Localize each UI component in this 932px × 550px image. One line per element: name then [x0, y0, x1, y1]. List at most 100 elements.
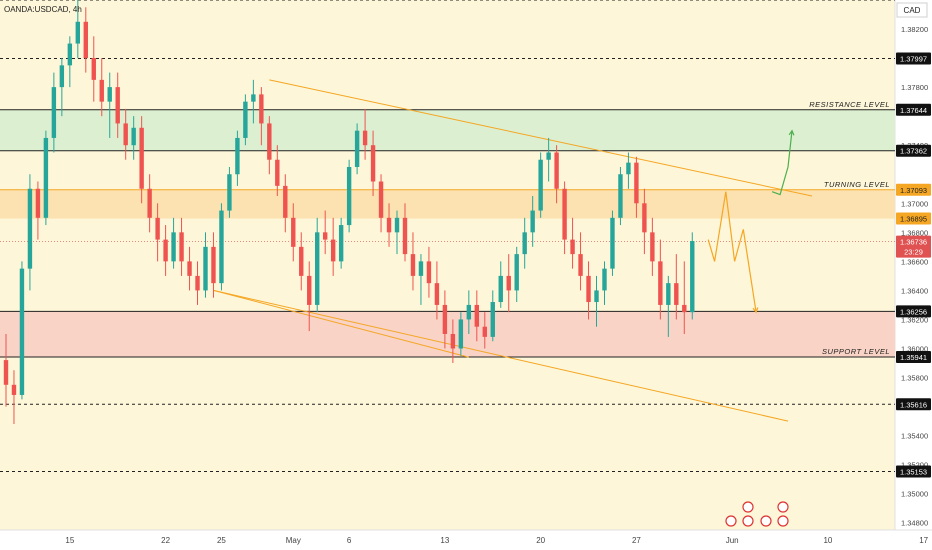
x-tick-2: 25 — [217, 536, 226, 545]
current-price-badge-bg — [896, 235, 931, 258]
candle-body-43 — [346, 166, 352, 226]
current-price-badge: 1.36736 — [900, 238, 927, 247]
candle-body-71 — [570, 239, 575, 255]
y-tick-10: 1.35400 — [901, 432, 928, 441]
currency-label: CAD — [904, 6, 921, 15]
price-badge-bg-4 — [896, 183, 931, 196]
candle-body-66 — [530, 210, 535, 233]
candle-body-76 — [610, 217, 615, 269]
candle-body-10 — [83, 21, 88, 59]
candle-body-50 — [402, 217, 408, 255]
candle-body-21 — [171, 232, 176, 262]
candle-body-75 — [602, 268, 607, 291]
candle-body-39 — [315, 232, 320, 305]
canada-flag-icon-3 — [777, 515, 789, 527]
candle-body-60 — [482, 326, 487, 337]
price-badge-bg-9 — [896, 465, 931, 478]
candle-body-77 — [618, 174, 623, 218]
candle-body-3 — [27, 188, 33, 269]
level-label-4: TURNING LEVEL — [824, 180, 890, 189]
resistance-zone — [0, 109, 895, 151]
y-tick-6: 1.36400 — [901, 286, 928, 295]
price-badge-2: 1.37644 — [900, 106, 927, 115]
candle-body-78 — [626, 162, 631, 175]
candle-body-48 — [386, 217, 392, 233]
candle-body-70 — [562, 188, 567, 240]
candle-body-84 — [674, 283, 679, 305]
x-tick-0: 15 — [65, 536, 74, 545]
candle-body-29 — [235, 137, 240, 175]
channel-layer — [0, 79, 895, 422]
candle-body-35 — [283, 185, 288, 218]
price-axis-background — [895, 0, 932, 530]
channel-upper-line — [269, 79, 813, 197]
candle-body-2 — [19, 268, 25, 395]
candle-body-56 — [450, 333, 456, 349]
candle-body-62 — [498, 275, 503, 303]
candle-body-80 — [642, 203, 647, 233]
candle-body-11 — [91, 58, 96, 80]
candle-body-25 — [203, 246, 208, 291]
candle-body-19 — [155, 217, 160, 240]
candle-body-23 — [187, 261, 192, 276]
candle-body-41 — [330, 239, 336, 262]
candles-layer — [3, 0, 695, 424]
level-label-2: RESISTANCE LEVEL — [809, 100, 890, 109]
price-badge-8: 1.35616 — [900, 400, 927, 409]
candle-body-45 — [362, 130, 368, 146]
currency-box[interactable] — [896, 2, 928, 18]
y-tick-7: 1.36200 — [901, 315, 928, 324]
x-tick-7: 27 — [632, 536, 641, 545]
price-badges: 1.37997 1.37644 1.37362 1.37093 1.36895 1.362… — [896, 52, 931, 478]
y-tick-3: 1.37000 — [901, 199, 928, 208]
candle-body-52 — [418, 261, 424, 276]
candle-body-7 — [59, 65, 65, 88]
price-badge-4: 1.37093 — [900, 186, 927, 195]
candle-body-14 — [115, 87, 120, 124]
y-tick-0: 1.38200 — [901, 25, 928, 34]
candle-body-4 — [35, 188, 41, 218]
candle-body-67 — [538, 159, 543, 211]
canada-flag-icon-2 — [760, 515, 772, 527]
support-zone — [0, 311, 895, 358]
candle-body-47 — [378, 181, 384, 218]
candle-body-32 — [259, 94, 264, 124]
y-tick-9: 1.35800 — [901, 374, 928, 383]
y-tick-13: 1.34800 — [901, 519, 928, 528]
candle-body-33 — [267, 123, 272, 160]
candle-body-82 — [658, 261, 663, 305]
us-flag-icon-3 — [742, 515, 754, 527]
candle-body-44 — [354, 130, 360, 167]
candle-body-51 — [410, 254, 416, 276]
symbol-title: OANDA:USDCAD, 4h — [4, 5, 82, 14]
candle-body-18 — [147, 188, 152, 218]
candle-body-64 — [514, 254, 519, 291]
price-badge-9: 1.35153 — [900, 467, 927, 476]
plot-background — [0, 0, 895, 530]
y-tick-5: 1.36600 — [901, 257, 928, 266]
candle-body-86 — [690, 241, 695, 313]
candle-body-26 — [211, 246, 216, 284]
candle-body-46 — [370, 145, 376, 182]
candle-body-61 — [490, 302, 495, 337]
time-axis-background — [0, 530, 932, 550]
projection-orange-path — [707, 191, 757, 313]
price-badge-bg-1 — [896, 52, 931, 65]
price-badge-3: 1.37362 — [900, 147, 927, 156]
price-badge-1: 1.37997 — [900, 55, 927, 64]
price-badge-bg-7 — [896, 351, 931, 364]
candle-body-9 — [75, 21, 81, 44]
us-flag-icon — [777, 501, 789, 513]
candle-body-12 — [99, 79, 104, 102]
candle-body-65 — [522, 232, 527, 255]
candle-body-0 — [3, 360, 9, 385]
candle-body-15 — [123, 123, 128, 146]
candle-body-69 — [554, 152, 559, 189]
y-tick-12: 1.35000 — [901, 490, 928, 499]
candle-body-20 — [163, 239, 168, 262]
candle-body-42 — [338, 225, 344, 262]
channel-mid_touch-line — [213, 289, 469, 358]
candle-body-36 — [291, 217, 296, 247]
projections-layer — [707, 129, 795, 314]
